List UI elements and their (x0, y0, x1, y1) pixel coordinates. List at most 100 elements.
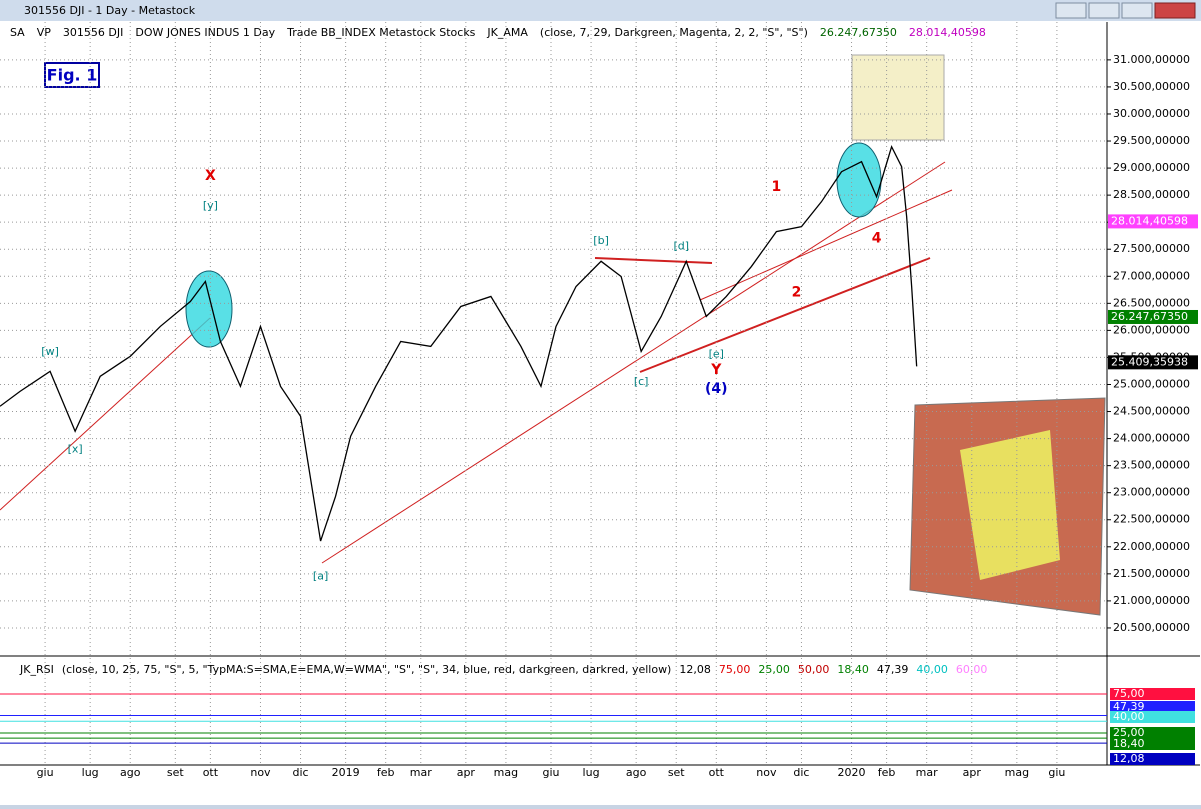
y-tick-label: 29.000,00000 (1113, 161, 1190, 174)
toolbar-item: 26.247,67350 (820, 26, 897, 39)
wave-label: 1 (772, 179, 782, 195)
y-tick-label: 21.500,00000 (1113, 567, 1190, 580)
title-bar (0, 0, 1201, 21)
rsi-header-item: 60,00 (956, 663, 988, 676)
minimize-button[interactable] (1088, 2, 1120, 19)
rsi-flag-label: 25,00 (1113, 726, 1145, 739)
x-tick-label: set (668, 766, 685, 779)
y-tick-label: 24.500,00000 (1113, 405, 1190, 418)
y-tick-label: 23.500,00000 (1113, 459, 1190, 472)
wave-label: [b] (593, 234, 609, 247)
window-title: 301556 DJI - 1 Day - Metastock (24, 4, 196, 17)
rsi-flag (1110, 711, 1195, 723)
rsi-header-item: (close, 10, 25, 75, "S", 5, "TypMA:S=SMA… (62, 663, 672, 676)
price-flag-label: 26.247,67350 (1111, 310, 1188, 323)
rsi-header-item: 40,00 (916, 663, 948, 676)
x-tick-label: giu (542, 766, 559, 779)
price-flag (1108, 355, 1198, 370)
y-tick-label: 20.500,00000 (1113, 621, 1190, 634)
x-tick-label: ott (203, 766, 219, 779)
y-tick-label: 26.500,00000 (1113, 296, 1190, 309)
cartoon-detail (960, 430, 1060, 580)
rsi-flag (1110, 738, 1195, 750)
y-tick-label: 22.500,00000 (1113, 513, 1190, 526)
toolbar-item: SA (10, 26, 25, 39)
toolbar-item: Trade BB_INDEX Metastock Stocks (286, 26, 476, 39)
rsi-flag-label: 75,00 (1113, 687, 1145, 700)
y-tick-label: 28.500,00000 (1113, 188, 1190, 201)
x-tick-label: mag (1005, 766, 1029, 779)
fig-label: Fig. 1 (47, 66, 98, 85)
x-tick-label: mag (494, 766, 518, 779)
price-line (0, 144, 918, 542)
wave-label: [d] (673, 240, 689, 253)
x-tick-label: 2019 (332, 766, 360, 779)
maximize-button[interactable] (1121, 2, 1153, 19)
wave-label: [a] (313, 570, 328, 583)
x-tick-label: lug (583, 766, 600, 779)
rsi-header-item: 18,40 (837, 663, 869, 676)
wave-label: 2 (792, 285, 802, 301)
rsi-header-item: 12,08 (679, 663, 711, 676)
x-tick-label: giu (1048, 766, 1065, 779)
toolbar-item: (close, 7, 29, Darkgreen, Magenta, 2, 2,… (540, 26, 808, 39)
trendline (699, 189, 953, 301)
y-tick-label: 29.500,00000 (1113, 134, 1190, 147)
x-tick-label: giu (37, 766, 54, 779)
rsi-flag (1110, 701, 1195, 713)
wave-label: [y] (203, 199, 218, 212)
highlight-ellipse (836, 142, 882, 218)
price-flag-label: 25.409,35938 (1111, 355, 1188, 368)
x-tick-label: dic (292, 766, 308, 779)
x-tick-label: nov (250, 766, 271, 779)
close-button[interactable] (1154, 2, 1196, 19)
x-tick-label: feb (377, 766, 395, 779)
rsi-header-item: 75,00 (719, 663, 751, 676)
x-tick-label: feb (878, 766, 896, 779)
y-tick-label: 30.500,00000 (1113, 80, 1190, 93)
x-tick-label: mar (410, 766, 432, 779)
rsi-flag-label: 40,00 (1113, 710, 1145, 723)
highlight-ellipse (185, 270, 233, 348)
wave-label: Y (710, 362, 722, 378)
wave-label: 4 (872, 230, 882, 246)
wave-label: (4) (705, 381, 728, 397)
toolbar-item: JK_AMA (486, 26, 528, 39)
rsi-flag-label: 47,39 (1113, 700, 1145, 713)
x-tick-label: apr (457, 766, 476, 779)
y-tick-label: 21.000,00000 (1113, 594, 1190, 607)
wave-label: X (205, 168, 216, 184)
rsi-flag (1110, 727, 1195, 739)
y-tick-label: 25.000,00000 (1113, 377, 1190, 390)
wave-label: [x] (68, 442, 83, 455)
wave-label: [c] (634, 375, 649, 388)
wave-label: [e] (709, 348, 724, 361)
x-tick-label: dic (793, 766, 809, 779)
trendline (639, 257, 931, 373)
x-tick-label: ott (709, 766, 725, 779)
toolbar-item: 301556 DJI (63, 26, 123, 39)
x-tick-label: ago (120, 766, 141, 779)
rsi-flag-label: 12,08 (1113, 752, 1145, 765)
x-tick-label: set (167, 766, 184, 779)
rsi-flag-label: 18,40 (1113, 737, 1145, 750)
toolbar-item: DOW JONES INDUS 1 Day (135, 26, 275, 39)
toolbar-item: 28.014,40598 (909, 26, 986, 39)
rsi-header-item: 50,00 (798, 663, 830, 676)
x-tick-label: mar (916, 766, 938, 779)
y-tick-label: 24.000,00000 (1113, 432, 1190, 445)
y-tick-label: 31.000,00000 (1113, 53, 1190, 66)
y-tick-label: 22.000,00000 (1113, 540, 1190, 553)
y-tick-label: 23.000,00000 (1113, 486, 1190, 499)
rsi-header-item: JK_RSI (19, 663, 54, 676)
restore-button[interactable] (1055, 2, 1087, 19)
y-tick-label: 30.000,00000 (1113, 107, 1190, 120)
cartoon-roadrunner (851, 54, 945, 141)
price-flag-label: 28.014,40598 (1111, 214, 1188, 227)
y-tick-label: 27.500,00000 (1113, 242, 1190, 255)
x-tick-label: apr (963, 766, 982, 779)
rsi-flag (1110, 753, 1195, 765)
y-tick-label: 27.000,00000 (1113, 269, 1190, 282)
